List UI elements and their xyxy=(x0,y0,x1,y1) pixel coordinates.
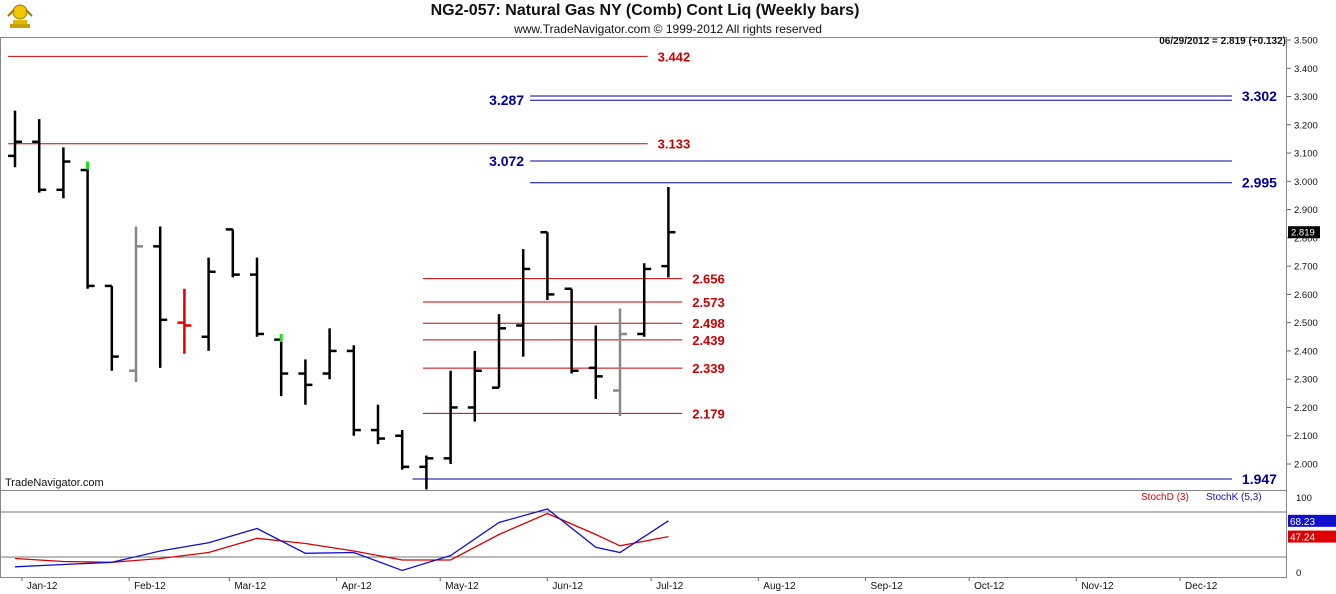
ohlc-bar xyxy=(322,328,337,380)
level-label: 3.072 xyxy=(489,153,524,169)
last-price-readout: 06/29/2012 = 2.819 (+0.132) xyxy=(1159,36,1286,47)
ohlc-bar xyxy=(395,430,410,470)
y-tick-label: 2.000 xyxy=(1294,460,1318,471)
y-tick-label: 2.600 xyxy=(1294,290,1318,301)
ohlc-bar xyxy=(588,325,603,399)
x-tick-label: Feb-12 xyxy=(134,581,166,592)
y-tick-label: 2.700 xyxy=(1294,262,1318,273)
y-tick-label: 2.300 xyxy=(1294,375,1318,386)
ohlc-bar xyxy=(153,226,168,368)
y-tick-label: 3.500 xyxy=(1294,36,1318,47)
x-tick-label: Aug-12 xyxy=(763,581,796,592)
y-tick-label: 3.200 xyxy=(1294,120,1318,131)
y-tick-label: 3.400 xyxy=(1294,64,1318,75)
y-tick-label: 2.400 xyxy=(1294,346,1318,357)
stoch-pane-frame xyxy=(0,490,1287,578)
stochk-line xyxy=(14,508,669,572)
x-tick-label: Dec-12 xyxy=(1185,581,1218,592)
stoch-tick-label: 100 xyxy=(1296,493,1312,504)
ohlc-bar xyxy=(250,257,264,337)
ohlc-bar xyxy=(56,147,71,199)
ohlc-bar xyxy=(298,359,313,405)
x-tick-label: Jul-12 xyxy=(656,581,684,592)
ohlc-bar xyxy=(516,249,531,357)
ohlc-bar xyxy=(661,186,676,278)
ohlc-bar xyxy=(80,161,95,289)
ohlc-bar xyxy=(8,110,22,168)
stochk-value-marker xyxy=(1288,514,1336,527)
x-tick-label: Apr-12 xyxy=(342,581,372,592)
level-label: 3.442 xyxy=(658,49,691,64)
stochk-value-label: 68.23 xyxy=(1290,517,1315,528)
ohlc-bar xyxy=(346,345,361,436)
ohlc-bar xyxy=(443,370,458,464)
stochk-legend: StochK (5,3) xyxy=(1206,492,1262,503)
level-label: 2.179 xyxy=(692,406,725,421)
stochd-legend: StochD (3) xyxy=(1141,492,1189,503)
level-label: 3.287 xyxy=(489,92,524,108)
level-label: 2.339 xyxy=(692,361,725,376)
x-tick-label: Sep-12 xyxy=(870,581,903,592)
level-label: 3.302 xyxy=(1242,88,1277,104)
ohlc-bar xyxy=(419,455,434,490)
x-tick-label: Oct-12 xyxy=(974,581,1004,592)
chart-title: NG2-057: Natural Gas NY (Comb) Cont Liq … xyxy=(430,2,860,19)
y-tick-label: 2.100 xyxy=(1294,431,1318,442)
level-label: 1.947 xyxy=(1242,471,1277,487)
stochd-value-label: 47.24 xyxy=(1290,533,1315,544)
ohlc-bar xyxy=(492,314,506,389)
level-label: 2.995 xyxy=(1242,175,1277,191)
y-tick-label: 3.300 xyxy=(1294,92,1318,103)
x-tick-label: Jun-12 xyxy=(552,581,583,592)
level-label: 3.133 xyxy=(658,137,691,152)
x-tick-label: May-12 xyxy=(445,581,479,592)
ohlc-bar xyxy=(540,230,555,301)
y-tick-label: 3.000 xyxy=(1294,177,1318,188)
ohlc-bar xyxy=(201,257,216,351)
y-tick-label: 2.800 xyxy=(1294,233,1318,244)
x-tick-label: Mar-12 xyxy=(234,581,266,592)
ohlc-bar xyxy=(564,287,579,374)
stochd-line xyxy=(14,512,669,563)
trade-navigator-logo-icon xyxy=(4,2,36,30)
copyright-subtitle: www.TradeNavigator.com © 1999-2012 All r… xyxy=(514,22,822,36)
stochd-value-marker xyxy=(1288,530,1336,543)
ohlc-bar xyxy=(104,284,119,371)
ohlc-bar xyxy=(637,263,652,337)
level-label: 2.498 xyxy=(692,316,725,331)
last-price-marker xyxy=(1288,226,1320,239)
ohlc-bar xyxy=(613,308,627,416)
ohlc-bar xyxy=(177,288,192,354)
ohlc-bar xyxy=(32,119,47,193)
ohlc-bar xyxy=(129,226,143,383)
y-tick-label: 2.200 xyxy=(1294,403,1318,414)
level-label: 2.439 xyxy=(692,333,725,348)
stoch-tick-label: 0 xyxy=(1296,568,1301,579)
x-tick-label: Jan-12 xyxy=(27,581,58,592)
y-tick-label: 2.900 xyxy=(1294,205,1318,216)
ohlc-bar xyxy=(274,333,289,397)
ohlc-bar xyxy=(467,350,482,422)
ohlc-bar xyxy=(225,228,240,278)
y-tick-label: 3.100 xyxy=(1294,149,1318,160)
last-price-label: 2.819 xyxy=(1291,228,1315,239)
brand-watermark: TradeNavigator.com xyxy=(5,477,104,489)
ohlc-bar xyxy=(371,404,385,445)
x-tick-label: Nov-12 xyxy=(1081,581,1114,592)
level-label: 2.573 xyxy=(692,295,725,310)
level-label: 2.656 xyxy=(692,272,725,287)
y-tick-label: 2.500 xyxy=(1294,318,1318,329)
